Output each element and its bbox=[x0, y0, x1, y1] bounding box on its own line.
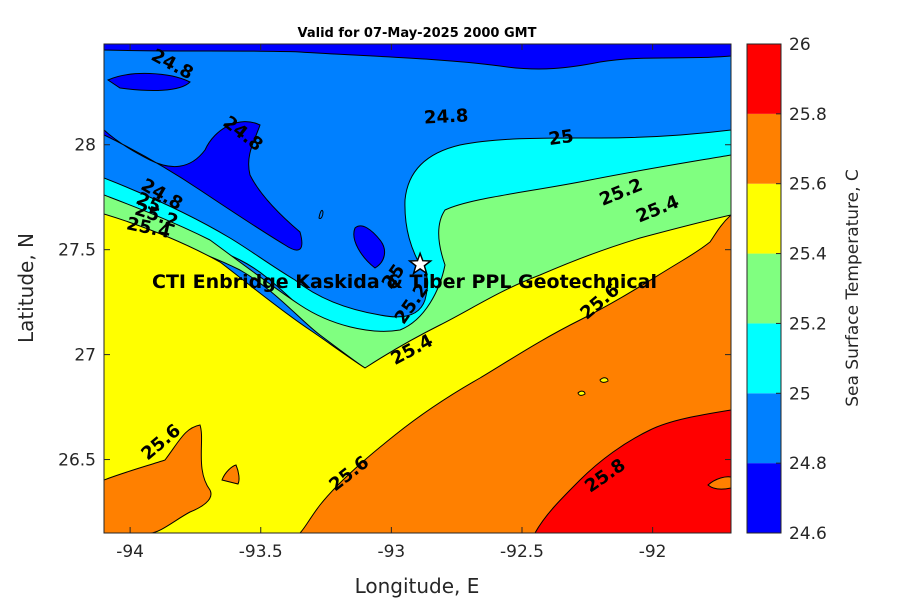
band-24-6-24-8-center bbox=[104, 121, 303, 251]
site-marker bbox=[407, 251, 433, 276]
y-tick-label: 27 bbox=[74, 346, 96, 366]
contour-label: 24.8 bbox=[423, 105, 468, 128]
colorbar-band bbox=[747, 323, 781, 394]
colorbar-band bbox=[747, 253, 781, 324]
colorbar-band bbox=[747, 113, 781, 184]
colorbar-tick-label: 25 bbox=[789, 384, 811, 404]
site-star-icon bbox=[407, 251, 433, 276]
colorbar: 24.6 24.8 25 25.2 25.4 25.6 25.8 26 bbox=[746, 35, 827, 544]
colorbar-label: Sea Surface Temperature, C bbox=[843, 169, 863, 407]
y-tick-label: 28 bbox=[74, 136, 96, 156]
colorbar-tick-label: 26 bbox=[789, 35, 811, 55]
plot-frame bbox=[103, 43, 732, 534]
y-axis-label: Latitude, N bbox=[14, 233, 38, 343]
colorbar-tick-label: 25.4 bbox=[789, 245, 827, 265]
colorbar-tick-label: 24.6 bbox=[789, 524, 827, 544]
y-axis: 26.5 27 27.5 28 bbox=[58, 136, 731, 471]
band-24-6-24-8-north bbox=[104, 44, 731, 70]
band-25-8-26-0-east-patch bbox=[707, 476, 731, 490]
colorbar-tick-label: 25.8 bbox=[789, 105, 827, 125]
colorbar-band bbox=[747, 183, 781, 254]
colorbar-band bbox=[747, 393, 781, 464]
x-tick-label: -92 bbox=[639, 542, 667, 562]
band-25-8-26-0 bbox=[534, 409, 731, 533]
band-24-6-24-8-lobe-northwest bbox=[106, 73, 191, 91]
band-25-6-25-8-southwest-patch bbox=[104, 424, 212, 533]
colorbar-frame bbox=[746, 43, 782, 534]
band-25-6-25-8-small-patch bbox=[221, 464, 240, 485]
x-tick-label: -92.5 bbox=[500, 542, 544, 562]
contour-map bbox=[104, 44, 731, 533]
colorbar-band bbox=[747, 463, 781, 533]
band-isolated-sliver bbox=[318, 209, 324, 219]
x-axis-label: Longitude, E bbox=[355, 574, 480, 598]
colorbar-tick-label: 25.2 bbox=[789, 314, 827, 334]
y-tick-label: 27.5 bbox=[58, 241, 96, 261]
chart-title: Valid for 07-May-2025 2000 GMT bbox=[298, 26, 537, 41]
contour-label: 25 bbox=[547, 126, 575, 150]
y-tick-label: 26.5 bbox=[58, 451, 96, 471]
band-24-6-24-8-patch bbox=[353, 225, 386, 269]
x-axis: -94 -93.5 -93 -92.5 -92 bbox=[116, 44, 667, 562]
band-isolated-dot-2 bbox=[577, 390, 586, 396]
band-isolated-dot-1 bbox=[599, 377, 609, 383]
x-tick-label: -93.5 bbox=[239, 542, 283, 562]
colorbar-tick-label: 24.8 bbox=[789, 454, 827, 474]
colorbar-band bbox=[747, 44, 781, 114]
colorbar-tick-label: 25.6 bbox=[789, 175, 827, 195]
project-annotation: CTI Enbridge Kaskida & Tiber PPL Geotech… bbox=[152, 271, 657, 293]
x-tick-label: -93 bbox=[377, 542, 405, 562]
x-tick-label: -94 bbox=[116, 542, 144, 562]
